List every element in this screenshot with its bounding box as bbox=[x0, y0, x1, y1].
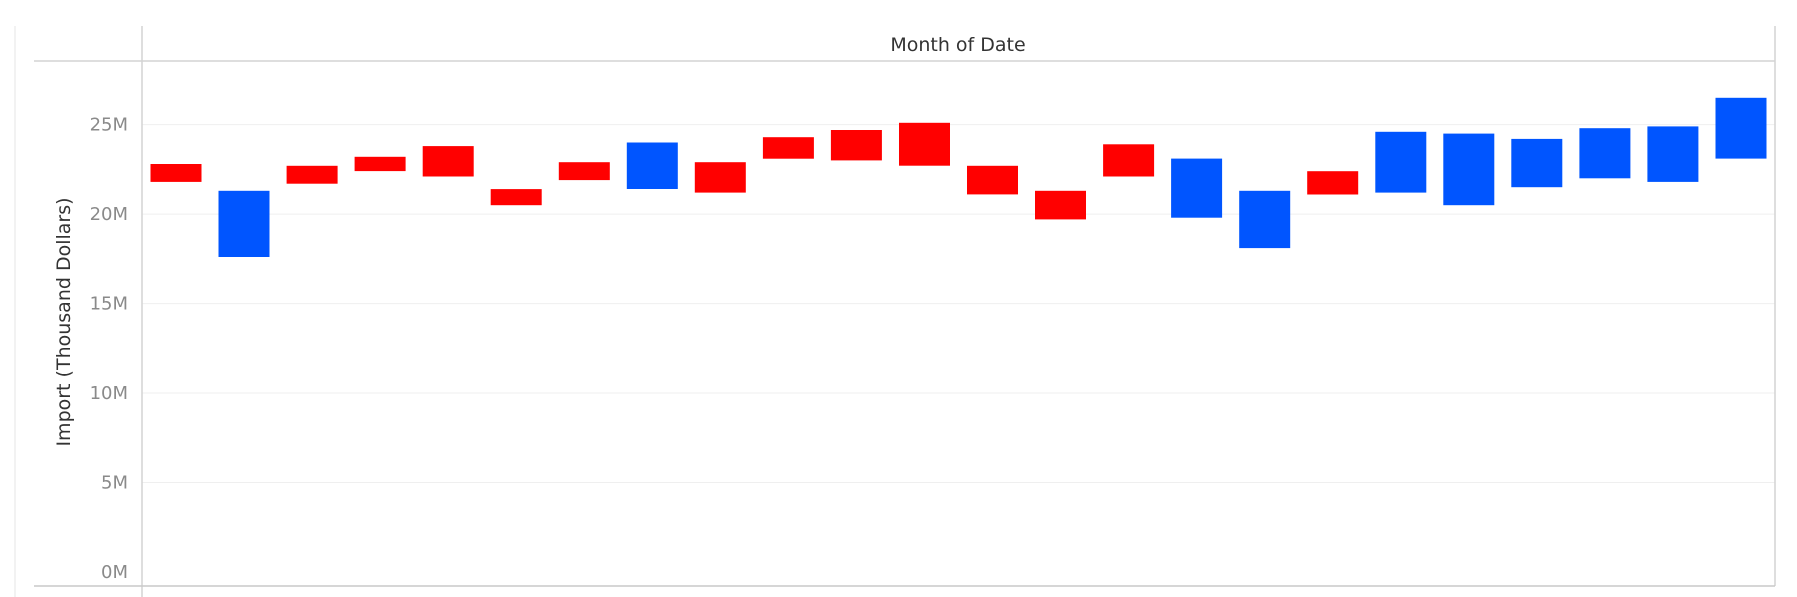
bar-10[interactable] bbox=[762, 137, 814, 159]
bar-9[interactable] bbox=[694, 162, 746, 193]
bar-24[interactable] bbox=[1715, 97, 1767, 159]
bar-14[interactable] bbox=[1035, 190, 1086, 220]
bar-19[interactable] bbox=[1375, 131, 1427, 193]
y-tick-label: 10M bbox=[90, 383, 128, 404]
bars bbox=[150, 97, 1767, 257]
bar-12[interactable] bbox=[899, 122, 950, 166]
y-axis-ticks: 0M 5M 10M 15M 20M 25M bbox=[90, 115, 128, 583]
bar-4[interactable] bbox=[354, 156, 406, 172]
bar-18[interactable] bbox=[1307, 171, 1359, 195]
gridlines bbox=[142, 124, 1775, 484]
bar-21[interactable] bbox=[1511, 138, 1563, 188]
bar-13[interactable] bbox=[967, 165, 1018, 195]
bar-1[interactable] bbox=[150, 164, 202, 182]
bar-15[interactable] bbox=[1103, 144, 1155, 177]
y-tick-label: 25M bbox=[90, 115, 128, 136]
bar-5[interactable] bbox=[422, 146, 474, 177]
bar-7[interactable] bbox=[558, 162, 610, 181]
bar-22[interactable] bbox=[1579, 128, 1631, 179]
bar-17[interactable] bbox=[1239, 190, 1291, 249]
y-tick-label: 15M bbox=[90, 294, 128, 315]
bar-3[interactable] bbox=[286, 165, 338, 184]
bar-11[interactable] bbox=[830, 130, 882, 161]
bar-8[interactable] bbox=[626, 142, 678, 190]
column-header: Month of Date bbox=[890, 34, 1025, 56]
bar-6[interactable] bbox=[490, 189, 542, 206]
y-tick-label: 0M bbox=[101, 562, 128, 583]
bar-16[interactable] bbox=[1171, 158, 1223, 218]
y-axis-title: Import (Thousand Dollars) bbox=[53, 197, 75, 446]
bar-23[interactable] bbox=[1647, 126, 1699, 182]
y-tick-label: 5M bbox=[101, 473, 128, 494]
y-tick-label: 20M bbox=[90, 204, 128, 225]
bar-20[interactable] bbox=[1443, 133, 1495, 206]
bar-2[interactable] bbox=[218, 190, 270, 257]
